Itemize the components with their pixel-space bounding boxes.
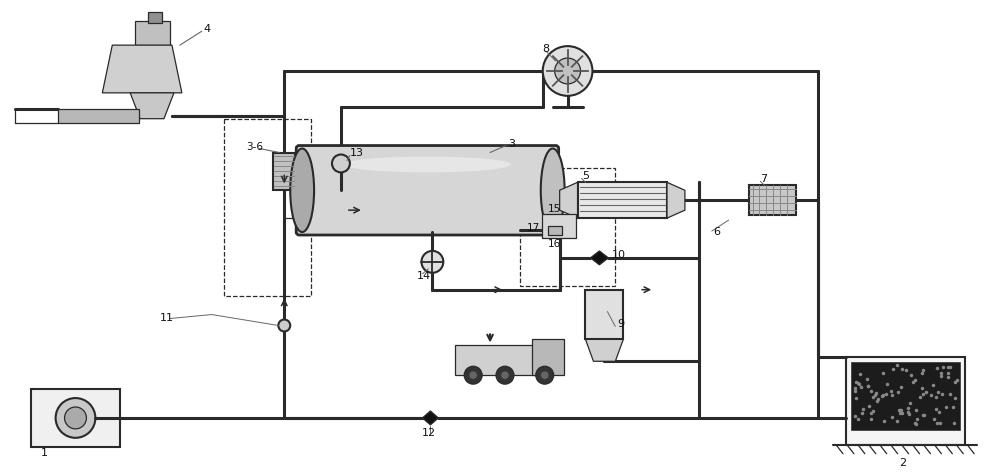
Text: 12: 12 [421,428,435,438]
Text: 3: 3 [508,139,515,149]
Text: 1: 1 [41,448,48,458]
Polygon shape [560,182,578,218]
Circle shape [56,398,95,438]
Circle shape [543,46,592,96]
Ellipse shape [290,149,314,232]
Text: 16: 16 [548,239,561,249]
Text: 5: 5 [583,171,590,181]
Polygon shape [102,45,182,93]
Text: 11: 11 [160,313,174,323]
Circle shape [496,366,514,384]
Text: 2: 2 [899,458,906,468]
Text: 7: 7 [760,174,768,184]
Text: 15: 15 [548,204,561,214]
Bar [58,109,139,123]
Bar [224,119,311,295]
Circle shape [501,371,509,379]
Polygon shape [667,182,685,218]
Polygon shape [130,93,174,119]
Bar [585,290,623,340]
Bar [851,362,960,430]
Text: 4: 4 [204,24,211,34]
Bar [455,345,537,375]
Text: 14: 14 [416,271,431,281]
Ellipse shape [344,156,511,172]
Bar [578,182,667,218]
Text: 3-6: 3-6 [246,142,263,152]
Circle shape [278,320,290,332]
Circle shape [536,366,554,384]
Bar [31,389,120,447]
Text: 9: 9 [617,320,624,330]
Bar [846,357,965,445]
Bar [520,169,615,286]
Bar [532,340,564,375]
Bar [273,152,295,190]
Circle shape [65,407,86,429]
Text: 10: 10 [611,250,625,260]
Bar [135,21,170,45]
Text: 6: 6 [714,227,721,237]
Circle shape [469,371,477,379]
FancyBboxPatch shape [296,145,559,235]
Bar [542,214,576,238]
Circle shape [332,154,350,172]
Text: 8: 8 [542,44,549,54]
Circle shape [421,251,443,273]
Polygon shape [590,251,608,265]
Polygon shape [422,411,438,425]
Ellipse shape [541,149,565,232]
Bar [749,185,796,215]
Text: 17: 17 [527,223,540,233]
Circle shape [541,371,549,379]
Bar [548,226,562,235]
Bar [148,12,162,23]
Circle shape [464,366,482,384]
Polygon shape [585,340,623,361]
Circle shape [555,58,581,84]
Text: 13: 13 [350,149,364,159]
